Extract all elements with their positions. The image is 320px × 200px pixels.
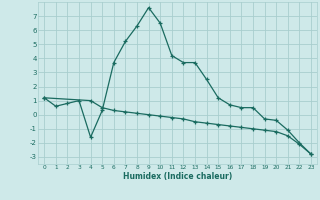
X-axis label: Humidex (Indice chaleur): Humidex (Indice chaleur) [123,172,232,181]
